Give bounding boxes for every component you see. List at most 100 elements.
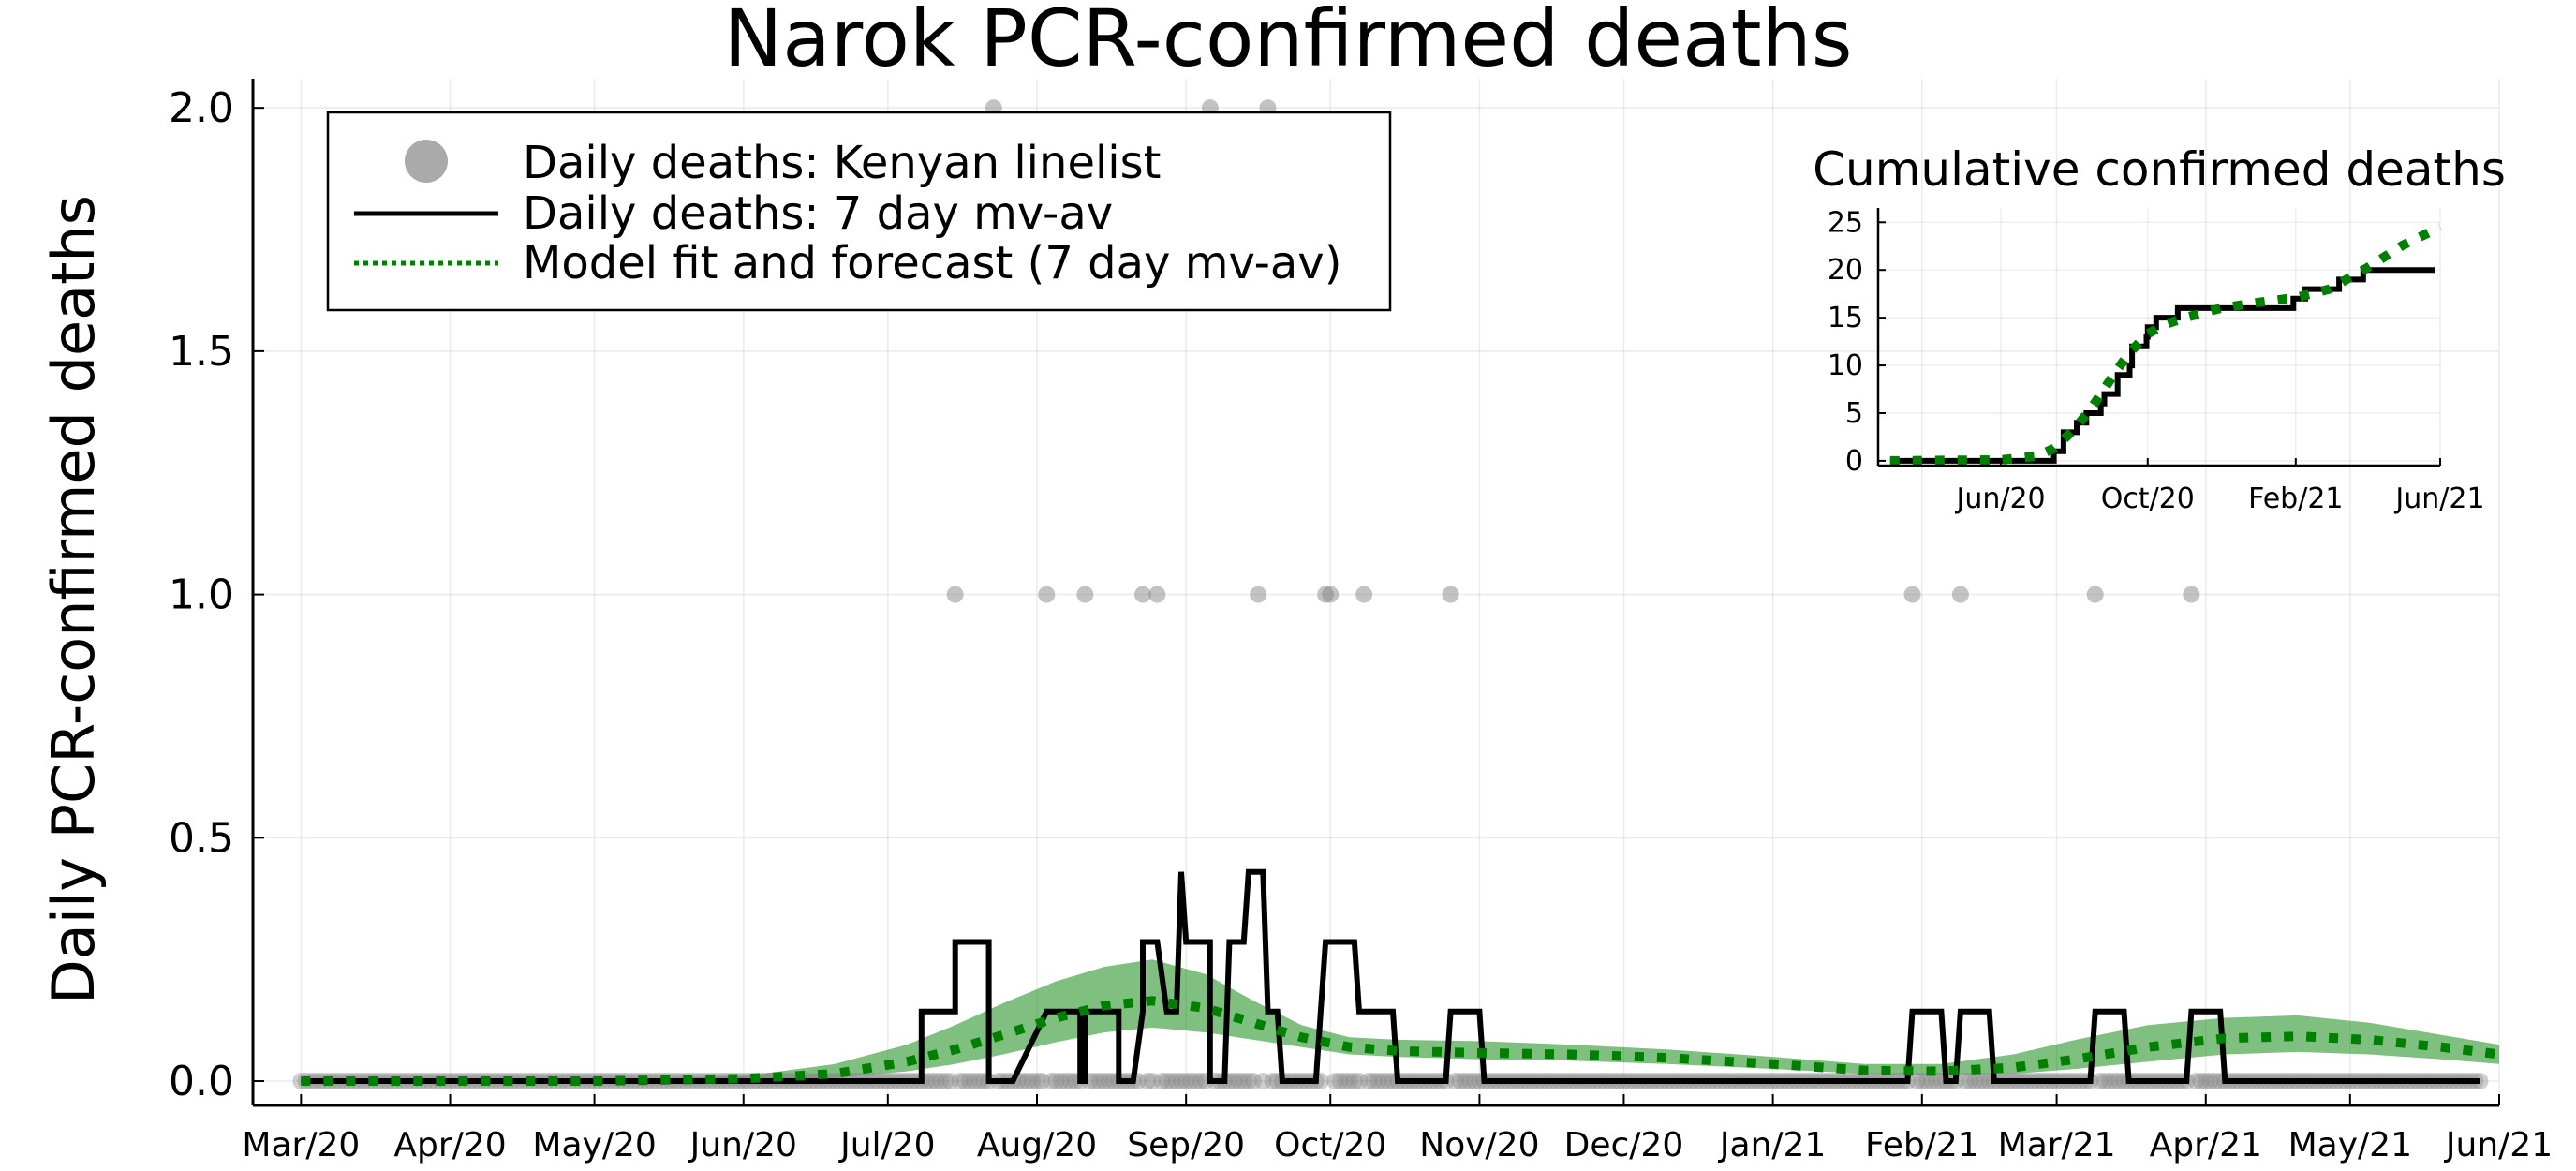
linelist-point [1101, 1073, 1118, 1090]
linelist-point [923, 1073, 940, 1090]
inset-y-tick-label: 0 [1845, 445, 1863, 478]
legend-box [326, 111, 1392, 312]
linelist-point [1153, 1073, 1171, 1090]
linelist-point [1966, 1073, 1984, 1090]
linelist-point [1957, 1073, 1975, 1090]
inset-y-tick-label: 20 [1828, 254, 1863, 287]
y-tick-label: 0.5 [169, 814, 234, 862]
linelist-point [1456, 1073, 1473, 1090]
linelist-point [1336, 1073, 1354, 1090]
linelist-point [1162, 1073, 1180, 1090]
linelist-point [2207, 1073, 2225, 1090]
linelist-point [1139, 1073, 1157, 1090]
linelist-point [1192, 1073, 1209, 1090]
inset-y-tick-label: 5 [1845, 397, 1863, 430]
y-tick-label: 0.0 [169, 1058, 234, 1105]
model-band-area [301, 959, 2499, 1081]
y-tick-label: 1.5 [169, 328, 234, 376]
linelist-point [966, 1073, 984, 1090]
linelist-point [1264, 1073, 1281, 1090]
linelist-point [1148, 586, 1166, 603]
linelist-point [1235, 1073, 1252, 1090]
linelist-point [2201, 1073, 2219, 1090]
x-tick-label: Jun/21 [2444, 1126, 2553, 1164]
linelist-point [1374, 1073, 1392, 1090]
linelist-point [1230, 1073, 1248, 1090]
linelist-point [1086, 1073, 1103, 1090]
model-line [301, 996, 2500, 1086]
linelist-point [1461, 1073, 1479, 1090]
inset-y-tick-label: 10 [1828, 349, 1863, 382]
linelist-point [1038, 586, 1056, 603]
linelist-point [1326, 1073, 1344, 1090]
linelist-point [1355, 586, 1373, 603]
linelist-point [1345, 1073, 1363, 1090]
inset-axes [1876, 208, 2440, 467]
x-tick-label: May/21 [2288, 1126, 2412, 1164]
x-tick-label: Jan/21 [1718, 1126, 1826, 1164]
inset-series-lines [1889, 222, 2443, 466]
inset-y-tick-label: 25 [1828, 206, 1863, 239]
linelist-point [951, 1073, 969, 1090]
legend-marker-scatter [405, 140, 448, 183]
linelist-point [1057, 1073, 1074, 1090]
inset-grid [1878, 208, 2441, 466]
linelist-point [955, 1073, 973, 1090]
y-tick-label: 1.0 [169, 571, 234, 619]
inset-title: Cumulative confirmed deaths [1813, 142, 2506, 197]
mvav-line [301, 868, 2480, 1084]
linelist-point [1365, 1073, 1383, 1090]
linelist-point [2101, 1073, 2119, 1090]
main-axes [251, 79, 2499, 1107]
linelist-point [932, 1073, 950, 1090]
main-y-ticks: 0.0 0.5 1.0 1.5 2.0 [169, 84, 264, 1105]
linelist-point [1971, 1073, 1989, 1090]
inset-y-tick-label: 15 [1828, 302, 1863, 334]
linelist-point [2086, 586, 2104, 603]
linelist-point [1913, 1073, 1931, 1090]
linelist-point [1133, 586, 1151, 603]
linelist-point [1177, 1073, 1195, 1090]
linelist-point [1245, 1073, 1263, 1090]
linelist-point [1023, 1073, 1041, 1090]
linelist-point [1225, 1073, 1243, 1090]
x-tick-label: Jun/20 [688, 1126, 797, 1164]
linelist-point [946, 586, 964, 603]
linelist-point [1144, 1073, 1162, 1090]
linelist-point [1903, 586, 1921, 603]
legend-label: Model fit and forecast (7 day mv-av) [523, 237, 1341, 289]
legend-label: Daily deaths: 7 day mv-av [523, 187, 1113, 240]
inset-x-ticks: Jun/20 Oct/20 Feb/21 Jun/21 [1954, 458, 2485, 515]
x-tick-label: Jul/20 [838, 1126, 935, 1164]
linelist-point [970, 1073, 988, 1090]
x-tick-label: Sep/20 [1127, 1126, 1245, 1164]
linelist-point [1340, 1073, 1358, 1090]
linelist-point [2110, 1073, 2128, 1090]
linelist-point [1250, 586, 1267, 603]
linelist-point [1928, 1073, 1946, 1090]
linelist-point [941, 1073, 959, 1090]
linelist-point [2095, 1073, 2113, 1090]
main-x-ticks: Mar/20 Apr/20 May/20 Jun/20 Jul/20 Aug/20 Sep/… [242, 1094, 2553, 1164]
x-tick-label: Dec/20 [1564, 1126, 1684, 1164]
linelist-point [1061, 1073, 1079, 1090]
linelist-point [1917, 1073, 1935, 1090]
linelist-point [1014, 1073, 1031, 1090]
linelist-point [1908, 1073, 1926, 1090]
linelist-point [1239, 1073, 1257, 1090]
linelist-point [1167, 1073, 1185, 1090]
linelist-point [1442, 586, 1459, 603]
linelist-point [1018, 1073, 1036, 1090]
linelist-point [1351, 1073, 1369, 1090]
inset-model-line [1889, 222, 2443, 466]
linelist-point [1095, 1073, 1113, 1090]
linelist-point [1951, 586, 1969, 603]
model-band [301, 959, 2499, 1081]
linelist-point [1451, 1073, 1469, 1090]
linelist-point [1182, 1073, 1200, 1090]
x-tick-label: Feb/21 [1865, 1126, 1979, 1164]
main-series-lines [301, 868, 2500, 1086]
inset-x-tick-label: Jun/20 [1954, 482, 2045, 515]
linelist-point [2183, 586, 2200, 603]
